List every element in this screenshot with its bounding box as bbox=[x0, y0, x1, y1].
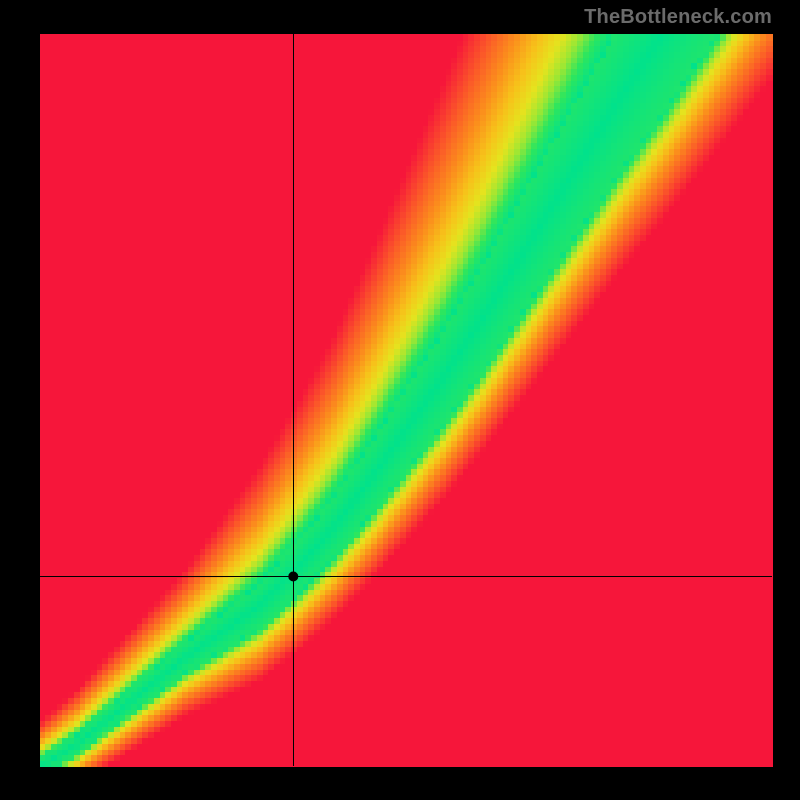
attribution-label: TheBottleneck.com bbox=[584, 6, 772, 29]
bottleneck-heatmap bbox=[0, 0, 800, 800]
